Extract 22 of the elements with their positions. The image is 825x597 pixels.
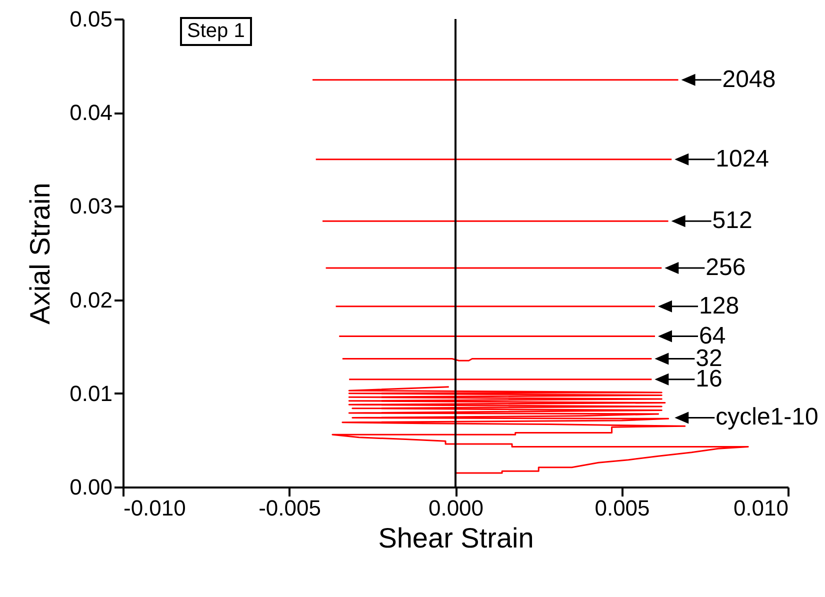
y-tick-label: 0.02 (70, 287, 112, 312)
annotation: Step 1 (180, 17, 252, 46)
x-axis-title: Shear Strain (378, 522, 534, 554)
annotation: cycle1-10 (716, 404, 818, 431)
y-axis-title: Axial Strain (24, 182, 56, 324)
y-tick-label: 0.01 (70, 380, 112, 406)
y-tick-label: 0.03 (70, 194, 112, 219)
annotation: 16 (696, 365, 722, 392)
y-tick-label: 0.00 (70, 474, 112, 500)
x-tick-label: 0.000 (428, 496, 484, 520)
annotation: 2048 (722, 66, 776, 93)
x-tick-label: 0.010 (733, 496, 788, 520)
annotation: 64 (699, 322, 726, 350)
annotation: 256 (706, 254, 746, 281)
annotation: 1024 (716, 145, 770, 172)
x-tick-label: -0.010 (124, 496, 186, 520)
annotation: 128 (699, 292, 740, 320)
x-tick-label: 0.005 (594, 496, 650, 520)
annotation: 512 (712, 207, 752, 234)
y-tick-label: 0.05 (70, 6, 112, 32)
y-tick-label: 0.04 (70, 100, 112, 126)
x-tick-label: -0.005 (258, 496, 321, 520)
